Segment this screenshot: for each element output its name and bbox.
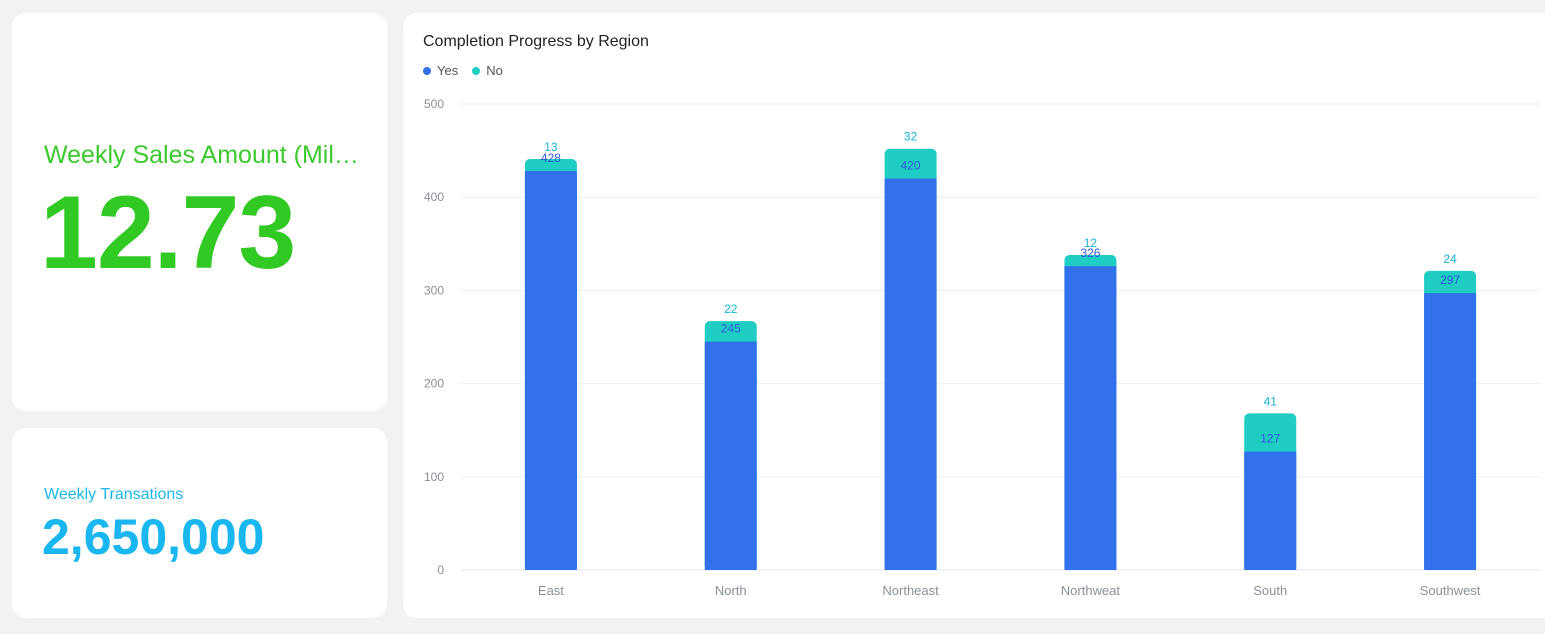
legend-dot-yes	[423, 66, 431, 75]
y-tick-label-200: 200	[424, 377, 444, 391]
data-label-yes-north: 245	[721, 322, 741, 336]
y-tick-label-400: 400	[424, 190, 444, 204]
legend-label-yes: Yes	[437, 63, 459, 78]
bar-yes-northweat	[1064, 266, 1117, 570]
data-label-yes-northeast: 420	[901, 159, 921, 173]
legend-dot-no	[472, 66, 481, 75]
legend-item-no[interactable]: No	[472, 63, 503, 78]
bar-yes-base-south	[1244, 560, 1297, 570]
weekly-sales-label: Weekly Sales Amount (Milli…	[44, 141, 364, 169]
x-tick-label-southwest: Southwest	[1420, 583, 1481, 598]
bar-yes-north	[704, 341, 757, 570]
data-label-no-northweat: 12	[1084, 236, 1098, 250]
data-label-yes-southwest: 297	[1440, 273, 1460, 287]
weekly-sales-value: 12.73	[40, 175, 296, 291]
y-tick-label-0: 0	[437, 563, 444, 577]
data-label-yes-northweat: 326	[1080, 246, 1100, 260]
data-label-no-southwest: 24	[1443, 252, 1457, 266]
y-tick-label-300: 300	[424, 283, 444, 297]
x-tick-label-east: East	[538, 583, 564, 598]
data-label-no-south: 41	[1264, 394, 1278, 408]
y-tick-label-100: 100	[424, 470, 444, 484]
bar-yes-northeast	[884, 178, 937, 570]
legend-item-yes[interactable]: Yes	[423, 63, 458, 78]
legend-label-no: No	[486, 63, 503, 78]
data-label-no-north: 22	[724, 302, 738, 316]
weekly-transactions-value: 2,650,000	[42, 509, 265, 565]
chart-legend: Yes No	[423, 63, 503, 78]
x-tick-label-north: North	[715, 583, 747, 598]
chart-title: Completion Progress by Region	[423, 33, 649, 50]
completion-progress-chart-card: 0 100 200 300 400 500 428 13 East 245 22 North 420 32…	[403, 13, 1545, 618]
y-tick-label-500: 500	[424, 97, 444, 111]
bar-yes-base-southwest	[1424, 560, 1477, 570]
x-tick-label-south: South	[1253, 583, 1287, 598]
bar-yes-base-northeast	[884, 560, 937, 570]
bar-yes-southwest	[1424, 293, 1477, 570]
data-label-no-northeast: 32	[904, 130, 918, 144]
data-label-no-east: 13	[544, 140, 558, 154]
weekly-transactions-label: Weekly Transations	[44, 486, 184, 503]
weekly-sales-card: Weekly Sales Amount (Milli… 12.73	[12, 13, 387, 411]
data-label-yes-south: 127	[1260, 432, 1280, 446]
data-label-yes-east: 428	[541, 151, 561, 165]
bar-yes-east	[524, 171, 577, 570]
x-tick-label-northeast: Northeast	[882, 583, 939, 598]
bar-yes-base-northweat	[1064, 560, 1117, 570]
x-tick-label-northweat: Northweat	[1061, 583, 1121, 598]
weekly-transactions-card: Weekly Transations 2,650,000	[12, 428, 387, 618]
bar-yes-base-east	[524, 560, 577, 570]
bar-yes-south	[1244, 451, 1297, 570]
bar-yes-base-north	[704, 560, 757, 570]
